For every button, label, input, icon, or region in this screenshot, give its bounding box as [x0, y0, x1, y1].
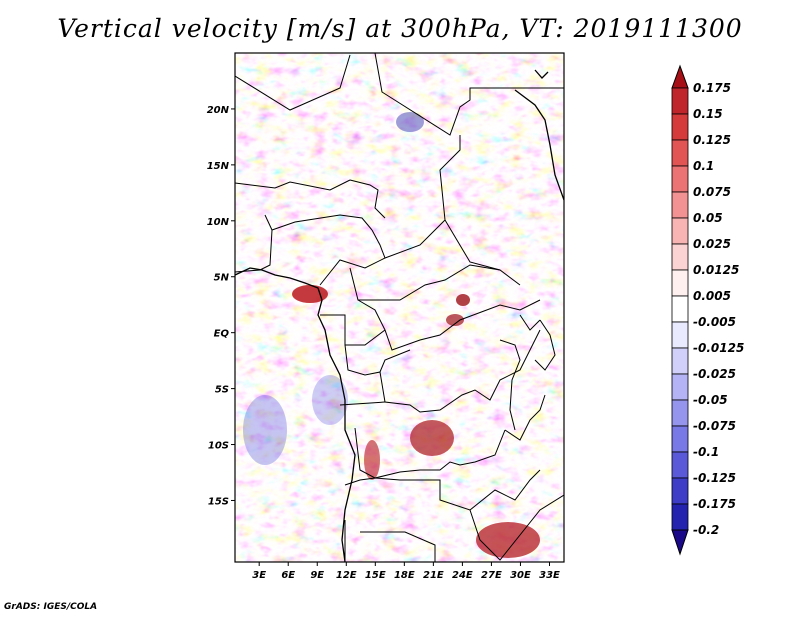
- lat-tick-label: 15S: [208, 496, 229, 507]
- colorbar-label: -0.0125: [693, 341, 744, 355]
- colorbar-swatch: [671, 87, 689, 115]
- colorbar-swatch: [671, 321, 689, 349]
- lat-tick-label: EQ: [214, 329, 230, 340]
- grads-credit: GrADS: IGES/COLA: [4, 602, 98, 612]
- colorbar-swatch: [671, 113, 689, 141]
- colorbar-label: -0.1: [693, 445, 719, 459]
- colorbar: 0.175 0.15 0.125 0.1 0.075 0.05 0.025 0.0125 0.0…: [671, 64, 744, 556]
- colorbar-label: 0.025: [693, 237, 731, 251]
- lat-tick-label: 5N: [214, 273, 230, 284]
- colorbar-swatch: [671, 139, 689, 167]
- map-panel: [234, 52, 565, 563]
- colorbar-label: -0.175: [693, 497, 736, 511]
- colorbar-label: -0.005: [693, 315, 736, 329]
- lon-tick-label: 15E: [365, 570, 386, 581]
- lat-tick-label: 10N: [207, 217, 230, 228]
- lon-tick-label: 33E: [539, 570, 560, 581]
- colorbar-bottom-arrow: [671, 529, 689, 556]
- longitude-axis: 3E 6E 9E 12E 15E 18E 21E 24E 27E 30E 33E: [252, 562, 560, 581]
- lon-tick-label: 9E: [310, 570, 324, 581]
- colorbar-swatch: [671, 295, 689, 323]
- colorbar-swatch: [671, 477, 689, 505]
- coastline: [235, 69, 564, 562]
- colorbar-label: -0.05: [693, 393, 728, 407]
- velocity-field: [235, 53, 564, 562]
- chart-title: Vertical velocity [m/s] at 300hPa, VT: 2…: [57, 14, 743, 43]
- lon-tick-label: 27E: [481, 570, 502, 581]
- lat-tick-label: 20N: [207, 105, 230, 116]
- colorbar-label: 0.175: [693, 81, 731, 95]
- colorbar-swatch: [671, 399, 689, 427]
- colorbar-label: 0.075: [693, 185, 731, 199]
- colorbar-label: 0.0125: [693, 263, 739, 277]
- colorbar-swatch: [671, 425, 689, 453]
- colorbar-label: 0.15: [693, 107, 723, 121]
- colorbar-label: -0.2: [693, 523, 719, 537]
- lon-tick-label: 30E: [510, 570, 531, 581]
- colorbar-label: 0.05: [693, 211, 723, 225]
- latitude-axis: 20N 15N 10N 5N EQ 5S 10S 15S: [207, 105, 235, 507]
- colorbar-swatch: [671, 217, 689, 245]
- lon-tick-label: 12E: [336, 570, 357, 581]
- lat-tick-label: 15N: [207, 161, 230, 172]
- colorbar-swatch: [671, 269, 689, 297]
- colorbar-label: -0.075: [693, 419, 736, 433]
- lon-tick-label: 3E: [252, 570, 266, 581]
- lon-tick-label: 6E: [281, 570, 295, 581]
- colorbar-swatch: [671, 503, 689, 531]
- colorbar-top-arrow: [671, 64, 689, 89]
- hotspots: [243, 112, 540, 558]
- colorbar-label: 0.125: [693, 133, 731, 147]
- colorbar-label: -0.025: [693, 367, 736, 381]
- country-borders: [235, 53, 564, 562]
- lon-tick-label: 24E: [452, 570, 473, 581]
- colorbar-swatch: [671, 373, 689, 401]
- lat-tick-label: 10S: [208, 441, 229, 452]
- lon-tick-label: 21E: [423, 570, 444, 581]
- lat-tick-label: 5S: [215, 385, 229, 396]
- colorbar-label: -0.125: [693, 471, 736, 485]
- colorbar-swatch: [671, 243, 689, 271]
- colorbar-swatch: [671, 165, 689, 193]
- colorbar-label: 0.1: [693, 159, 714, 173]
- lon-tick-label: 18E: [394, 570, 415, 581]
- colorbar-swatch: [671, 451, 689, 479]
- colorbar-swatch: [671, 347, 689, 375]
- colorbar-swatch: [671, 191, 689, 219]
- colorbar-label: 0.005: [693, 289, 731, 303]
